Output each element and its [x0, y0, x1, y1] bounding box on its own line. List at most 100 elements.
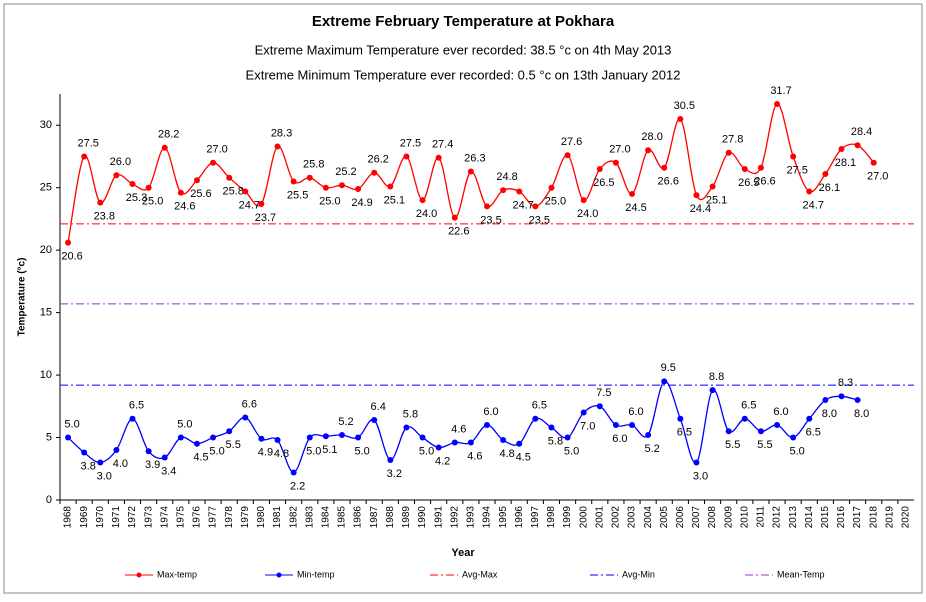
data-label: 25.6: [190, 188, 211, 200]
marker: [145, 448, 152, 455]
legend-label: Min-temp: [297, 569, 335, 579]
data-label: 27.0: [206, 144, 227, 156]
marker: [564, 152, 571, 159]
data-label: 23.5: [529, 214, 550, 226]
x-tick-label: 1983: [304, 506, 315, 529]
data-label: 3.0: [693, 470, 708, 482]
y-tick-label: 0: [46, 494, 52, 506]
marker: [226, 428, 233, 435]
data-label: 3.4: [161, 465, 176, 477]
x-tick-label: 2003: [627, 506, 638, 529]
x-tick-label: 1971: [111, 506, 122, 529]
data-label: 5.5: [226, 439, 241, 451]
marker: [65, 239, 72, 246]
data-label: 5.0: [64, 418, 79, 430]
marker: [693, 459, 700, 466]
marker: [387, 183, 394, 190]
data-label: 26.1: [819, 182, 840, 194]
data-label: 31.7: [770, 85, 791, 97]
legend-label: Avg-Min: [622, 569, 655, 579]
x-tick-label: 1978: [224, 506, 235, 529]
data-label: 6.5: [741, 400, 756, 412]
data-label: 6.0: [612, 433, 627, 445]
marker: [629, 422, 636, 429]
marker: [596, 165, 603, 172]
marker: [355, 185, 362, 192]
marker: [596, 403, 603, 410]
data-label: 26.5: [738, 177, 759, 189]
marker: [467, 168, 474, 175]
marker: [161, 144, 168, 151]
data-label: 4.6: [451, 423, 466, 435]
marker: [806, 415, 813, 422]
data-label: 6.5: [129, 400, 144, 412]
marker: [822, 397, 829, 404]
marker: [97, 199, 104, 206]
data-label: 5.0: [790, 445, 805, 457]
marker: [790, 153, 797, 160]
x-tick-label: 1972: [127, 506, 138, 529]
data-label: 6.5: [532, 400, 547, 412]
marker: [403, 424, 410, 431]
marker: [709, 183, 716, 190]
data-label: 3.8: [81, 460, 96, 472]
y-axis-label: Temperature (°c): [17, 258, 28, 337]
marker: [371, 169, 378, 176]
marker: [145, 184, 152, 191]
x-tick-label: 1985: [337, 506, 348, 529]
marker: [693, 192, 700, 199]
marker: [210, 159, 217, 166]
marker: [258, 200, 265, 207]
data-label: 7.5: [596, 387, 611, 399]
marker: [161, 454, 168, 461]
data-label: 6.0: [773, 406, 788, 418]
marker: [435, 444, 442, 451]
data-label: 5.8: [548, 435, 563, 447]
legend-label: Max-temp: [157, 569, 197, 579]
marker: [709, 387, 716, 394]
marker: [500, 437, 507, 444]
marker: [274, 143, 281, 150]
marker: [741, 415, 748, 422]
marker: [306, 434, 313, 441]
data-label: 6.5: [806, 427, 821, 439]
data-label: 27.6: [561, 136, 582, 148]
x-tick-label: 2000: [578, 506, 589, 529]
legend-marker: [136, 572, 142, 578]
x-tick-label: 2016: [836, 506, 847, 529]
marker: [403, 153, 410, 160]
data-label: 4.5: [193, 452, 208, 464]
data-label: 24.7: [513, 199, 534, 211]
marker: [822, 170, 829, 177]
marker: [193, 440, 200, 447]
data-label: 24.8: [496, 171, 517, 183]
marker: [322, 184, 329, 191]
data-label: 5.0: [564, 445, 579, 457]
data-label: 28.0: [641, 131, 662, 143]
data-label: 5.1: [322, 444, 337, 456]
data-label: 28.2: [158, 129, 179, 141]
data-label: 8.0: [854, 408, 869, 420]
x-tick-label: 2008: [707, 506, 718, 529]
marker: [210, 434, 217, 441]
marker: [177, 189, 184, 196]
marker: [725, 428, 732, 435]
data-label: 24.9: [351, 197, 372, 209]
data-label: 28.4: [851, 126, 872, 138]
data-label: 3.9: [145, 459, 160, 471]
data-label: 23.7: [255, 212, 276, 224]
data-label: 4.6: [467, 450, 482, 462]
data-label: 5.0: [354, 445, 369, 457]
x-tick-label: 1993: [466, 506, 477, 529]
marker: [661, 378, 668, 385]
x-tick-label: 2013: [788, 506, 799, 529]
data-label: 4.5: [516, 452, 531, 464]
data-label: 5.2: [644, 443, 659, 455]
x-tick-label: 1984: [321, 506, 332, 529]
x-tick-label: 1994: [482, 506, 493, 529]
data-label: 5.0: [209, 445, 224, 457]
marker: [612, 422, 619, 429]
marker: [661, 164, 668, 171]
x-tick-label: 2009: [723, 506, 734, 529]
